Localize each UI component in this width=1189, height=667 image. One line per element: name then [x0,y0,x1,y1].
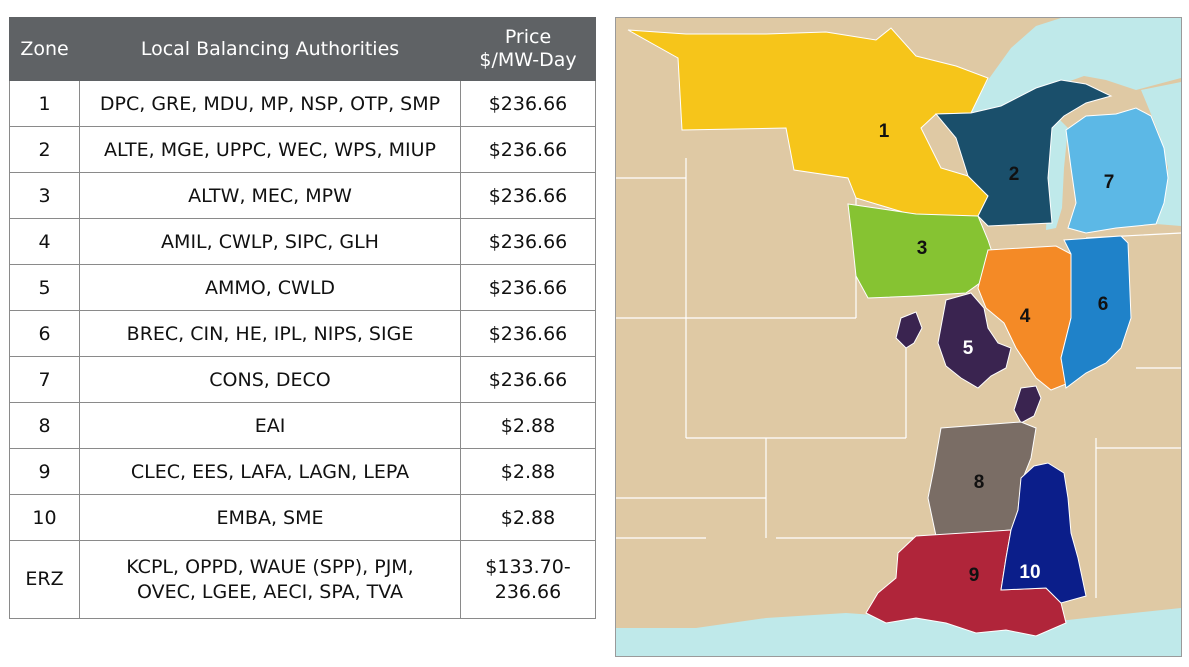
table-row: 9 CLEC, EES, LAFA, LAGN, LEPA $2.88 [9,448,596,495]
price-cell: $236.66 [460,310,596,357]
price-cell-erz: $133.70- 236.66 [460,540,596,619]
zone-cell: 8 [9,402,80,449]
lba-cell: AMMO, CWLD [79,264,461,311]
zone-7-region [1065,107,1169,234]
price-erz-line2: 236.66 [494,580,562,603]
header-lba: Local Balancing Authorities [79,17,461,81]
zone-cell: 3 [9,172,80,219]
table-row: 4 AMIL, CWLP, SIPC, GLH $236.66 [9,218,596,265]
zone-price-table-container: Zone Local Balancing Authorities Price $… [9,17,596,619]
price-cell: $236.66 [460,264,596,311]
zone-10-region [1000,462,1087,604]
lake-superior [971,18,1181,113]
table-row: 6 BREC, CIN, HE, IPL, NIPS, SIGE $236.66 [9,310,596,357]
zone-cell: 5 [9,264,80,311]
zone-4-label: 4 [1020,306,1031,327]
zone-2-label: 2 [1009,164,1020,185]
zone-3-label: 3 [917,238,928,259]
zone-5-region-bootheel [1013,385,1042,424]
border-line [616,158,1181,598]
price-cell: $236.66 [460,80,596,127]
price-cell: $236.66 [460,126,596,173]
lba-cell: CLEC, EES, LAFA, LAGN, LEPA [79,448,461,495]
price-cell: $2.88 [460,402,596,449]
lake-huron-erie [1141,82,1181,226]
zone-map: 1 2 3 4 5 6 7 8 9 10 [615,17,1182,657]
zone-8-label: 8 [974,472,985,493]
header-zone: Zone [9,17,80,81]
table-row: 5 AMMO, CWLD $236.66 [9,264,596,311]
zone-6-label: 6 [1098,294,1109,315]
zone-cell-erz: ERZ [9,540,80,619]
lba-cell: BREC, CIN, HE, IPL, NIPS, SIGE [79,310,461,357]
zone-7-label: 7 [1104,172,1115,193]
zone-cell: 6 [9,310,80,357]
zone-map-svg: 1 2 3 4 5 6 7 8 9 10 [616,18,1181,656]
zone-5-region-west [895,311,923,349]
header-price: Price $/MW-Day [460,17,596,81]
zone-1-label: 1 [879,121,890,142]
lba-cell: CONS, DECO [79,356,461,403]
zone-cell: 2 [9,126,80,173]
price-cell: $236.66 [460,218,596,265]
lba-cell: EAI [79,402,461,449]
zone-6-region [1060,235,1132,389]
lba-cell: ALTW, MEC, MPW [79,172,461,219]
lba-cell: AMIL, CWLP, SIPC, GLH [79,218,461,265]
header-price-line2: $/MW-Day [479,49,577,71]
header-price-line1: Price [504,26,552,48]
state-borders [616,158,1181,598]
zone-5-label: 5 [963,338,974,359]
lba-cell: ALTE, MGE, UPPC, WEC, WPS, MIUP [79,126,461,173]
price-cell: $236.66 [460,356,596,403]
price-cell: $236.66 [460,172,596,219]
table-row: 8 EAI $2.88 [9,402,596,449]
zone-cell: 1 [9,80,80,127]
zone-5-region [937,292,1012,389]
lba-erz-line1: KCPL, OPPD, WAUE (SPP), PJM, [126,555,414,578]
table-header-row: Zone Local Balancing Authorities Price $… [9,17,596,81]
lba-cell-erz: KCPL, OPPD, WAUE (SPP), PJM, OVEC, LGEE,… [79,540,461,619]
zone-cell: 4 [9,218,80,265]
zone-price-table: Zone Local Balancing Authorities Price $… [9,17,596,619]
gulf-of-mexico [616,608,1181,656]
zone-10-label: 10 [1019,562,1040,583]
price-cell: $2.88 [460,448,596,495]
zone-1-region [627,27,989,217]
price-cell: $2.88 [460,494,596,541]
price-erz-line1: $133.70- [485,555,571,578]
table-row: 1 DPC, GRE, MDU, MP, NSP, OTP, SMP $236.… [9,80,596,127]
zone-cell: 9 [9,448,80,495]
table-row: 3 ALTW, MEC, MPW $236.66 [9,172,596,219]
zone-cell: 7 [9,356,80,403]
zone-cell: 10 [9,494,80,541]
table-row-erz: ERZ KCPL, OPPD, WAUE (SPP), PJM, OVEC, L… [9,540,596,619]
table-row: 7 CONS, DECO $236.66 [9,356,596,403]
zone-9-label: 9 [969,565,980,586]
zone-2-region [934,79,1113,227]
lba-erz-line2: OVEC, LGEE, AECI, SPA, TVA [136,580,404,603]
lba-cell: DPC, GRE, MDU, MP, NSP, OTP, SMP [79,80,461,127]
zone-3-region [847,203,995,299]
lba-cell: EMBA, SME [79,494,461,541]
table-row: 2 ALTE, MGE, UPPC, WEC, WPS, MIUP $236.6… [9,126,596,173]
table-row: 10 EMBA, SME $2.88 [9,494,596,541]
